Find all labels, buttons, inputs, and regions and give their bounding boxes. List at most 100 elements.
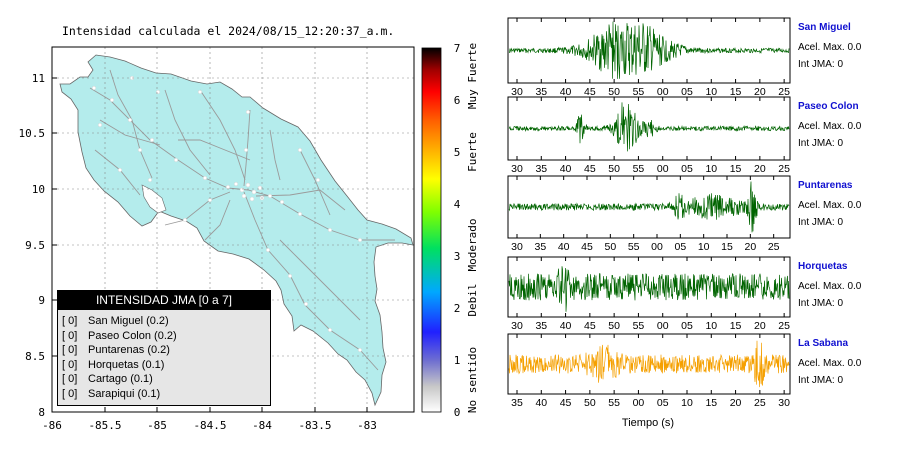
time-axis-label: Tiempo (s) <box>622 417 674 429</box>
legend-item-level: [ 0] <box>62 387 78 400</box>
station-info: San Miguel Acel. Max. 0.0 Int JMA: 0 <box>798 22 861 73</box>
map-y-tick-label: 11 <box>32 72 45 85</box>
legend-item-name: San Miguel (0.2) <box>88 315 169 327</box>
map-y-tick-label: 9.5 <box>25 239 45 252</box>
waveform-trace <box>508 102 790 152</box>
waveform-trace <box>508 21 790 79</box>
time-tick-label: 50 <box>608 320 620 332</box>
time-tick-label: 20 <box>744 241 756 253</box>
intensity-legend: INTENSIDAD JMA [0 a 7] [ 0] San Miguel (0… <box>57 290 271 406</box>
time-tick-label: 00 <box>657 86 669 98</box>
station-acel-max: Acel. Max. 0.0 <box>798 42 862 53</box>
map-x-ticks: -86 -85.5 -85 -84.5 -84 -83.5 -83 <box>42 407 377 432</box>
time-tick-label: 10 <box>705 163 717 175</box>
time-tick-label: 20 <box>754 163 766 175</box>
map-title: Intensidad calculada el 2024/08/15_12:20… <box>62 24 395 38</box>
colorbar-category-label: No sentido <box>466 347 479 413</box>
colorbar-category-label: Fuerte <box>466 132 479 172</box>
waveform-panel: 30 35 40 45 50 55 00 05 10 15 20 25 <box>507 256 791 332</box>
time-tick-label: 30 <box>511 86 523 98</box>
time-tick-label: 10 <box>705 86 717 98</box>
legend-item: [ 0] Puntarenas (0.2) <box>62 343 268 358</box>
waveform-panel: 30 35 40 45 50 55 00 05 10 15 20 25 <box>507 17 791 98</box>
station-int-jma: Int JMA: 0 <box>798 138 844 149</box>
map-y-tick-label: 8.5 <box>25 350 45 363</box>
time-tick-label: 35 <box>534 241 546 253</box>
legend-item: [ 0] Sarapiqui (0.1) <box>62 387 268 402</box>
time-tick-label: 50 <box>608 86 620 98</box>
station-acel-max: Acel. Max. 0.0 <box>798 281 862 292</box>
station-name: San Miguel <box>798 22 851 33</box>
waveform-trace <box>508 340 790 388</box>
time-tick-label: 20 <box>754 320 766 332</box>
waveform-panel: 30 35 40 45 50 55 00 05 10 15 20 25 <box>507 96 791 175</box>
time-tick-label: 25 <box>754 397 766 409</box>
legend-item-name: Paseo Colon (0.2) <box>88 329 177 342</box>
time-tick-label: 45 <box>581 241 593 253</box>
time-tick-label: 00 <box>633 397 645 409</box>
time-tick-label: 25 <box>778 86 790 98</box>
map-y-ticks: 11 10.5 10 9.5 9 8.5 8 <box>19 72 57 419</box>
time-tick-label: 30 <box>511 163 523 175</box>
station-int-jma: Int JMA: 0 <box>798 217 844 228</box>
colorbar-ticks: 7 6 5 4 3 2 1 0 <box>454 42 461 419</box>
time-tick-label: 25 <box>778 320 790 332</box>
time-tick-label: 00 <box>657 320 669 332</box>
time-tick-label: 55 <box>633 163 645 175</box>
colorbar-tick-label: 7 <box>454 42 461 55</box>
map-x-tick-label: -85.5 <box>88 419 121 432</box>
time-tick-label: 25 <box>768 241 780 253</box>
time-tick-label: 45 <box>584 320 596 332</box>
time-tick-label: 00 <box>657 163 669 175</box>
time-tick-label: 15 <box>721 241 733 253</box>
time-tick-label: 05 <box>681 86 693 98</box>
legend-item-level: [ 0] <box>62 329 78 342</box>
legend-item: [ 0] Paseo Colon (0.2) <box>62 329 268 344</box>
time-tick-label: 55 <box>608 397 620 409</box>
legend-header: INTENSIDAD JMA [0 a 7] <box>58 291 270 310</box>
colorbar-tick-label: 2 <box>454 302 461 315</box>
map-x-tick-label: -85 <box>147 419 167 432</box>
time-tick-label: 35 <box>535 86 547 98</box>
time-tick-label: 05 <box>681 320 693 332</box>
colorbar-gradient <box>421 47 442 413</box>
map-grid <box>52 47 414 412</box>
station-acel-max: Acel. Max. 0.0 <box>798 121 862 132</box>
time-tick-label: 05 <box>674 241 686 253</box>
time-tick-label: 45 <box>584 86 596 98</box>
time-tick-label: 15 <box>705 397 717 409</box>
time-tick-label: 45 <box>584 163 596 175</box>
time-tick-label: 30 <box>511 320 523 332</box>
time-tick-label: 00 <box>651 241 663 253</box>
map-y-tick-label: 10 <box>32 183 45 196</box>
time-tick-label: 10 <box>705 320 717 332</box>
time-tick-label: 55 <box>633 320 645 332</box>
time-tick-label: 25 <box>778 163 790 175</box>
time-tick-label: 40 <box>560 86 572 98</box>
station-name: Puntarenas <box>798 180 853 191</box>
map-plot-area <box>52 47 414 412</box>
station-info: Horquetas Acel. Max. 0.0 Int JMA: 0 <box>798 261 861 312</box>
time-tick-label: 20 <box>754 86 766 98</box>
time-tick-label: 45 <box>560 397 572 409</box>
map-y-tick-label: 10.5 <box>19 127 46 140</box>
colorbar-tick-label: 4 <box>454 198 461 211</box>
town-markers <box>91 75 363 353</box>
legend-item-level: [ 0] <box>62 344 78 357</box>
waveform-trace <box>508 266 790 312</box>
legend-list: [ 0] San Miguel (0.2) [ 0] Paseo Colon (0.2… <box>62 314 268 402</box>
station-info: La Sabana Acel. Max. 0.0 Int JMA: 0 <box>798 338 861 389</box>
legend-item: [ 0] San Miguel (0.2) <box>62 314 268 329</box>
nicoya-gulf <box>141 184 167 214</box>
time-tick-label: 40 <box>560 320 572 332</box>
waveform-panel: 35 40 45 50 55 00 05 10 15 20 25 30 <box>507 333 791 409</box>
colorbar-category-label: Moderado <box>466 219 479 272</box>
time-tick-label: 55 <box>628 241 640 253</box>
time-tick-label: 50 <box>608 163 620 175</box>
map-x-tick-label: -84 <box>252 419 272 432</box>
colorbar-category-label: Muy Fuerte <box>466 43 479 109</box>
station-info: Paseo Colon Acel. Max. 0.0 Int JMA: 0 <box>798 101 861 152</box>
station-name: Horquetas <box>798 261 848 272</box>
time-tick-label: 20 <box>730 397 742 409</box>
